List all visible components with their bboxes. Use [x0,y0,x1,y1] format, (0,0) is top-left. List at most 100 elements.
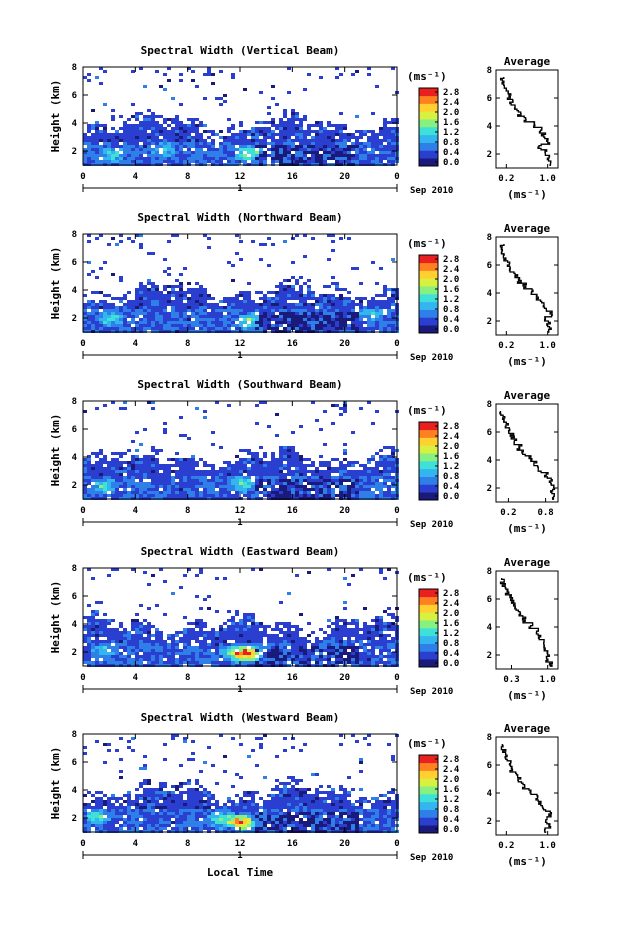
heatmap-cell [131,491,135,494]
heatmap-cell [195,297,199,300]
heatmap-cell [327,473,331,476]
heatmap-cell [203,625,207,628]
heatmap-cell [351,485,355,488]
colorbar-tick-label: 2.0 [443,275,459,285]
heatmap-cell [91,631,95,634]
heatmap-cell [275,315,279,318]
heatmap-cell [179,434,183,437]
heatmap-cell [119,461,123,464]
heatmap-cell [287,160,291,163]
heatmap-cell [259,130,263,133]
heatmap-cell [91,655,95,658]
heatmap-cell [207,482,211,485]
heatmap-cell [119,452,123,455]
colorbar-tick-label: 1.2 [443,128,459,138]
heatmap-cell [211,631,215,634]
heatmap-cell [331,628,335,631]
heatmap-cell [143,794,147,797]
heatmap-cell [207,136,211,139]
heatmap-cell [139,458,143,461]
heatmap-cell [227,464,231,467]
heatmap-cell [255,643,259,646]
colorbar: 2.82.42.01.61.20.80.40.0 [418,87,460,168]
heatmap-cell [135,288,139,291]
heatmap-cell [127,151,131,154]
heatmap-cell [323,294,327,297]
heatmap-cell [327,142,331,145]
heatmap-cell [123,637,127,640]
heatmap-cell [323,306,327,309]
heatmap-cell [387,133,391,136]
heatmap-cell [363,154,367,157]
heatmap-cell [275,625,279,628]
heatmap-cell [219,470,223,473]
heatmap-cell [259,303,263,306]
heatmap-cell [95,151,99,154]
heatmap-cell [135,473,139,476]
heatmap-cell [131,458,135,461]
heatmap-cell [191,491,195,494]
heatmap-cell [135,818,139,821]
heatmap-cell [167,118,171,121]
heatmap-cell [387,145,391,148]
heatmap-cell [271,646,275,649]
heatmap-cell [387,649,391,652]
heatmap-cell [139,655,143,658]
heatmap-cell [259,461,263,464]
heatmap-cell [127,791,131,794]
heatmap-cell [291,285,295,288]
heatmap-cell [307,151,311,154]
heatmap-cell [223,142,227,145]
heatmap-cell [331,133,335,136]
heatmap-cell [151,115,155,118]
heatmap-cell [227,309,231,312]
heatmap-cell [283,625,287,628]
heatmap-cell [95,625,99,628]
heatmap-cell [99,154,103,157]
heatmap-cell [211,658,215,661]
heatmap-cell [283,303,287,306]
colorbar-swatch [419,651,438,660]
heatmap-cell [359,470,363,473]
heatmap-cell [115,154,119,157]
heatmap-cell [203,324,207,327]
heatmap-cell [355,494,359,497]
heatmap-cell [99,327,103,330]
heatmap-cell [111,646,115,649]
colorbar-swatch [419,255,438,264]
heatmap-cell [103,640,107,643]
heatmap-cell [175,652,179,655]
heatmap-cell [211,324,215,327]
average-title: Average [504,55,551,68]
heatmap-cell [375,485,379,488]
heatmap-cell [367,145,371,148]
heatmap-cell [215,315,219,318]
heatmap-cell [131,479,135,482]
heatmap-cell [283,643,287,646]
heatmap-cell [167,637,171,640]
heatmap-cell [83,488,87,491]
heatmap-cell [95,631,99,634]
heatmap-cell [215,479,219,482]
heatmap-cell [383,494,387,497]
heatmap-cell [387,655,391,658]
day-label: 1 [237,518,242,528]
heatmap-cell [103,794,107,797]
heatmap-cell [363,133,367,136]
heatmap-cell [307,652,311,655]
heatmap-cell [247,458,251,461]
heatmap-cell [263,243,267,246]
heatmap-cell [95,809,99,812]
heatmap-cell [187,461,191,464]
heatmap-cell [335,485,339,488]
heatmap-cell [295,151,299,154]
heatmap-cell [335,151,339,154]
heatmap-cell [255,321,259,324]
heatmap-cell [103,133,107,136]
heatmap-cell [175,646,179,649]
heatmap-cell [107,661,111,664]
heatmap-cell [271,628,275,631]
heatmap-cell [247,482,251,485]
heatmap-cell [323,640,327,643]
heatmap-cell [163,157,167,160]
